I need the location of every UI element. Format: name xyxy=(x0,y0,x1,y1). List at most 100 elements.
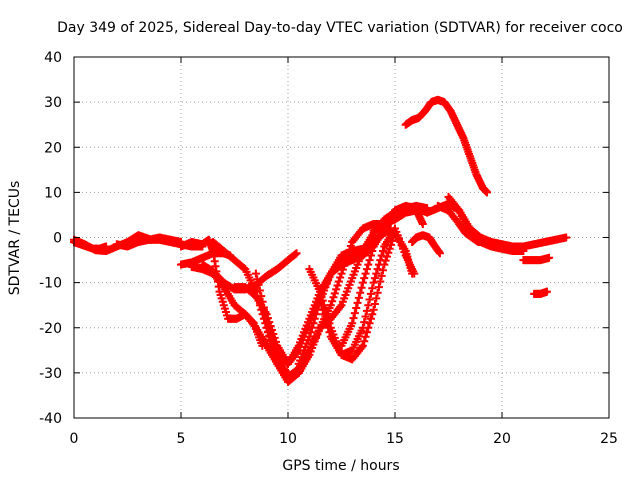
data-point-marker xyxy=(267,341,276,350)
data-point-marker xyxy=(255,286,264,295)
y-tick-label: -30 xyxy=(39,366,62,382)
series-track-22 xyxy=(433,201,489,247)
data-point-marker xyxy=(329,293,338,302)
data-point-marker xyxy=(364,260,373,269)
data-point-marker xyxy=(324,323,333,332)
y-axis-title: SDTVAR / TECUs xyxy=(7,181,23,296)
data-point-marker xyxy=(337,269,346,278)
data-point-marker xyxy=(265,332,274,341)
y-tick-label: -10 xyxy=(39,276,62,292)
data-point-marker xyxy=(377,251,386,260)
data-point-marker xyxy=(325,328,334,337)
data-point-marker xyxy=(373,265,382,274)
data-point-marker xyxy=(353,298,362,307)
data-point-marker xyxy=(366,251,375,260)
x-tick-label: 25 xyxy=(600,431,618,447)
data-point-marker xyxy=(365,319,374,328)
data-point-marker xyxy=(562,233,571,242)
data-point-marker xyxy=(328,297,337,306)
data-point-marker xyxy=(352,304,361,313)
data-point-marker xyxy=(350,309,359,318)
y-tick-label: 0 xyxy=(53,231,62,247)
data-point-marker xyxy=(358,278,367,287)
data-point-marker xyxy=(354,293,363,302)
data-point-marker xyxy=(366,314,375,323)
data-point-marker xyxy=(266,337,275,346)
data-point-marker xyxy=(372,269,381,278)
data-point-marker xyxy=(262,323,271,332)
series-track-25 xyxy=(530,287,551,298)
data-point-marker xyxy=(309,319,318,328)
data-point-marker xyxy=(356,288,365,297)
x-tick-label: 15 xyxy=(386,431,404,447)
data-point-marker xyxy=(372,294,381,303)
data-point-marker xyxy=(317,292,326,301)
data-point-marker xyxy=(368,310,377,319)
data-point-marker xyxy=(269,346,278,355)
data-point-marker xyxy=(320,310,329,319)
data-point-marker xyxy=(270,350,279,359)
data-point-marker xyxy=(365,295,374,304)
series-track-20 xyxy=(408,231,444,258)
data-point-marker xyxy=(261,309,270,318)
x-axis-title: GPS time / hours xyxy=(282,458,399,474)
data-point-marker xyxy=(362,328,371,337)
y-tick-label: -40 xyxy=(39,411,62,427)
series-track-19 xyxy=(401,95,492,197)
data-point-marker xyxy=(362,265,371,274)
data-point-marker xyxy=(378,266,387,275)
data-point-marker xyxy=(385,244,394,253)
y-tick-label: 40 xyxy=(44,50,62,66)
data-point-marker xyxy=(358,341,367,350)
data-point-marker xyxy=(369,305,378,314)
data-point-marker xyxy=(365,256,374,265)
data-point-marker xyxy=(326,301,335,310)
data-point-marker xyxy=(357,283,366,292)
data-point-marker xyxy=(253,275,262,284)
series-track-07 xyxy=(187,262,292,377)
data-point-marker xyxy=(362,306,371,315)
data-point-marker xyxy=(257,292,266,301)
data-point-marker xyxy=(370,300,379,309)
data-point-marker xyxy=(418,219,427,228)
data-point-marker xyxy=(312,310,321,319)
data-point-marker xyxy=(374,283,383,292)
y-tick-label: 10 xyxy=(44,185,62,201)
data-point-marker xyxy=(308,323,317,332)
x-tick-label: 20 xyxy=(493,431,511,447)
data-point-marker xyxy=(345,245,354,254)
data-point-marker xyxy=(364,301,373,310)
data-point-marker xyxy=(370,274,379,283)
data-point-marker xyxy=(346,241,355,250)
data-point-marker xyxy=(480,238,489,247)
series-track-23 xyxy=(498,233,571,253)
data-point-marker xyxy=(384,248,393,257)
data-point-marker xyxy=(263,328,272,337)
data-point-marker xyxy=(366,289,375,298)
data-point-marker xyxy=(349,314,358,323)
data-point-marker xyxy=(361,269,370,278)
data-point-marker xyxy=(254,280,263,289)
data-point-marker xyxy=(305,332,314,341)
data-point-marker xyxy=(368,284,377,293)
data-layer xyxy=(70,95,571,386)
data-point-marker xyxy=(483,188,492,197)
data-point-marker xyxy=(262,314,271,323)
tick-layer: 0 5 10 15 20 25 -40 -30 -20 -10 0 10 20 30 40 xyxy=(39,50,618,447)
data-point-marker xyxy=(410,269,419,278)
data-point-marker xyxy=(316,296,325,305)
data-point-marker xyxy=(360,274,369,283)
data-point-marker xyxy=(317,301,326,310)
y-tick-label: 20 xyxy=(44,140,62,156)
data-point-marker xyxy=(376,277,385,286)
data-point-marker xyxy=(321,314,330,323)
data-point-marker xyxy=(360,318,369,327)
chart-title: Day 349 of 2025, Sidereal Day-to-day VTE… xyxy=(57,20,623,36)
data-point-marker xyxy=(344,249,353,258)
data-point-marker xyxy=(330,289,339,298)
data-point-marker xyxy=(374,260,383,269)
data-point-marker xyxy=(251,269,260,278)
data-point-marker xyxy=(369,278,378,287)
data-point-marker xyxy=(378,247,387,256)
